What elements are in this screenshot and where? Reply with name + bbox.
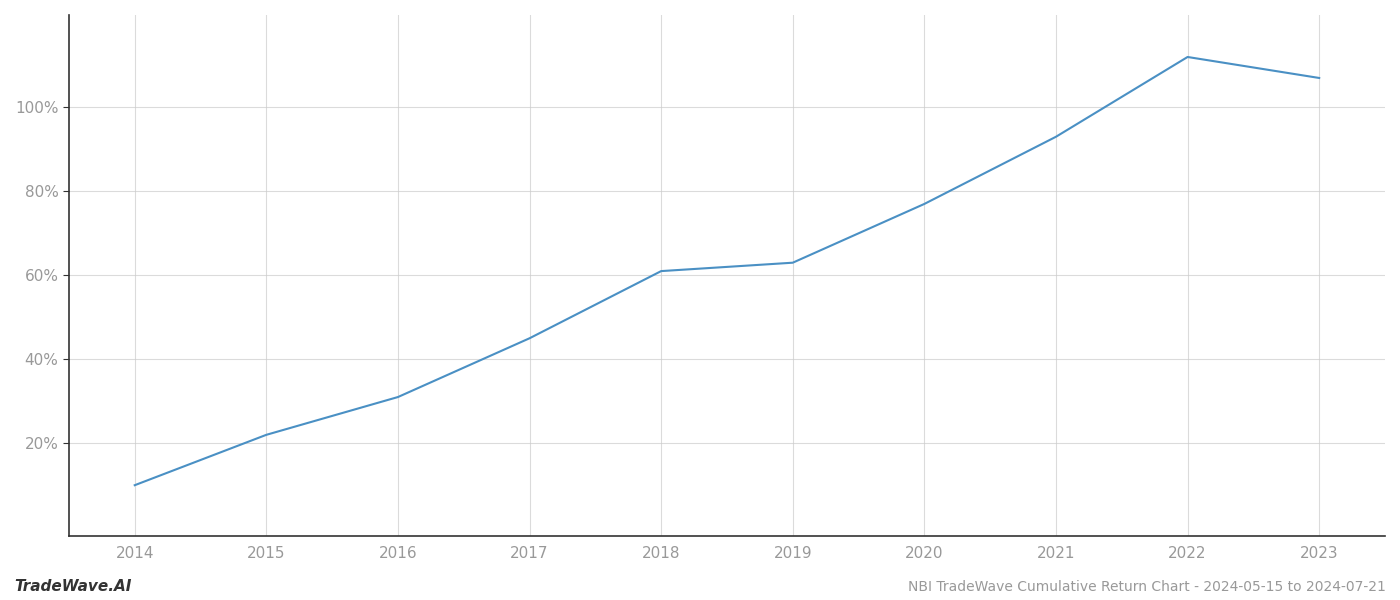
Text: NBI TradeWave Cumulative Return Chart - 2024-05-15 to 2024-07-21: NBI TradeWave Cumulative Return Chart - …	[909, 580, 1386, 594]
Text: TradeWave.AI: TradeWave.AI	[14, 579, 132, 594]
